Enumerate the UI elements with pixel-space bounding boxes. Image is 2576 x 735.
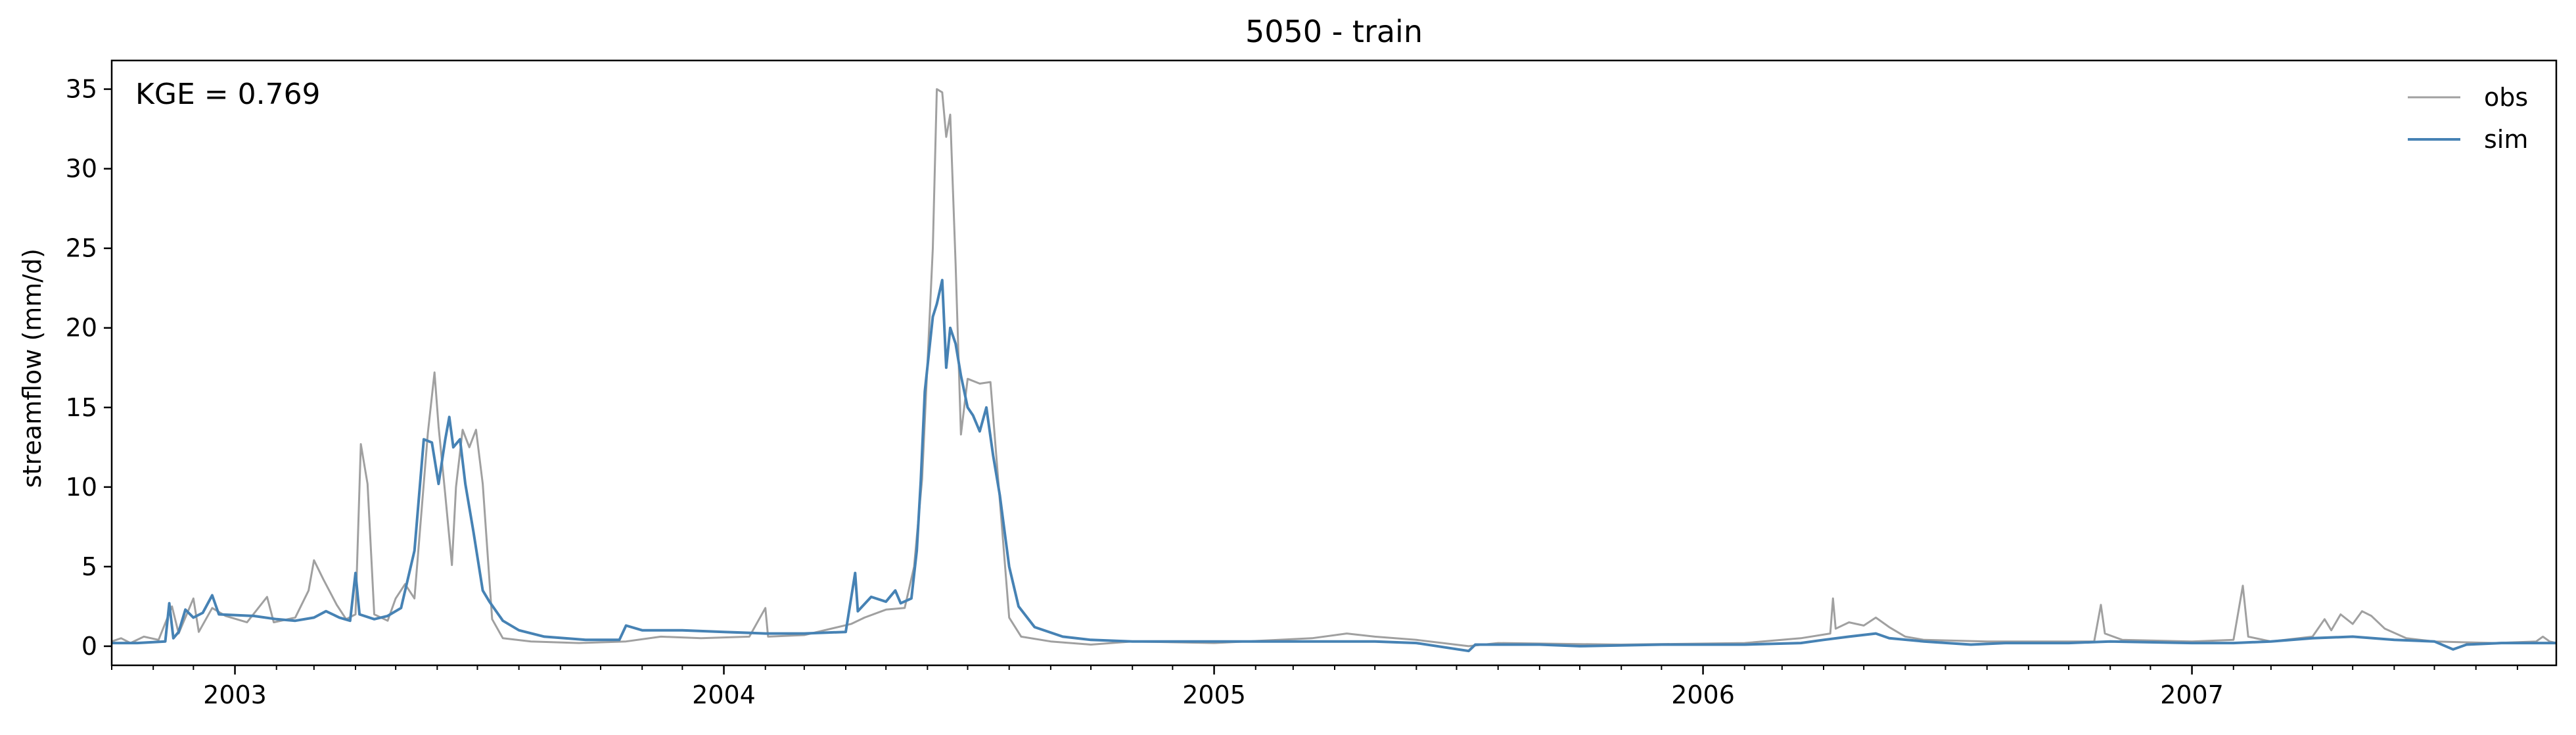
- legend-label-sim: sim: [2484, 125, 2528, 154]
- y-tick-label: 0: [81, 632, 97, 661]
- y-tick-label: 10: [66, 473, 97, 502]
- x-tick-label: 2004: [692, 680, 756, 709]
- y-tick-label: 20: [66, 314, 97, 343]
- plot-content: [112, 88, 2556, 653]
- x-tick-label: 2006: [1671, 680, 1735, 709]
- y-tick-label: 30: [66, 154, 97, 183]
- chart-title: 5050 - train: [1245, 14, 1423, 49]
- x-axis: 2003 2004 2005 2006 2007: [111, 665, 2518, 709]
- kge-annotation: KGE = 0.769: [135, 78, 321, 111]
- x-tick-label: 2005: [1182, 680, 1246, 709]
- y-tick-label: 25: [66, 234, 97, 263]
- y-tick-label: 15: [66, 393, 97, 422]
- plot-frame: [110, 59, 2558, 667]
- x-tick-label: 2007: [2160, 680, 2224, 709]
- legend-label-obs: obs: [2484, 83, 2528, 112]
- y-tick-label: 5: [81, 552, 97, 581]
- series-line-sim: [112, 279, 2556, 653]
- y-axis-label: streamflow (mm/d): [18, 249, 47, 488]
- y-axis: 0 5 10 15 20 25 30 35: [66, 75, 112, 661]
- y-tick-label: 35: [66, 75, 97, 104]
- legend: obs sim: [2408, 83, 2528, 154]
- x-tick-label: 2003: [203, 680, 267, 709]
